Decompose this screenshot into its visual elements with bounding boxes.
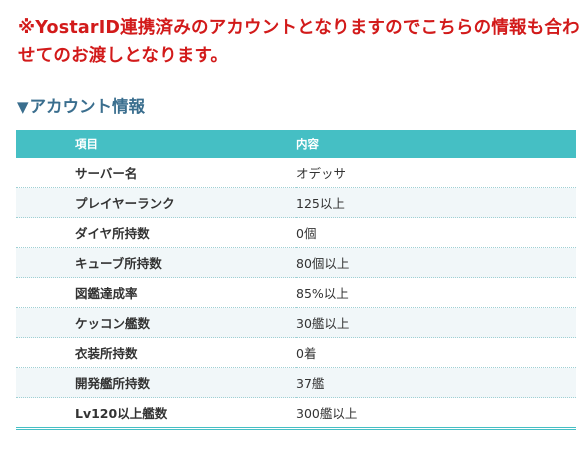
account-info-table: 項目 内容 サーバー名 オデッサ プレイヤーランク 125以上 ダイヤ所持数 0… — [16, 130, 576, 430]
table-row: ケッコン艦数 30艦以上 — [16, 307, 576, 338]
row-item-label: プレイヤーランク — [16, 187, 296, 218]
row-item-value: 125以上 — [296, 187, 576, 218]
table-header-row: 項目 内容 — [16, 130, 576, 158]
row-item-value: 300艦以上 — [296, 397, 576, 430]
table-row: 図鑑達成率 85%以上 — [16, 277, 576, 308]
row-item-value: 80個以上 — [296, 247, 576, 278]
row-item-label: 開発艦所持数 — [16, 367, 296, 398]
row-item-label: キューブ所持数 — [16, 247, 296, 278]
triangle-down-icon: ▼ — [17, 98, 29, 116]
row-item-value: 0着 — [296, 337, 576, 368]
row-item-label: Lv120以上艦数 — [16, 397, 296, 430]
section-heading: ▼アカウント情報 — [17, 96, 145, 118]
row-item-label: サーバー名 — [16, 158, 296, 188]
row-item-label: 衣装所持数 — [16, 337, 296, 368]
row-item-label: ケッコン艦数 — [16, 307, 296, 338]
table-row: キューブ所持数 80個以上 — [16, 247, 576, 278]
table-row: 衣装所持数 0着 — [16, 337, 576, 368]
row-item-label: ダイヤ所持数 — [16, 217, 296, 248]
row-item-value: 0個 — [296, 217, 576, 248]
row-item-value: 30艦以上 — [296, 307, 576, 338]
row-item-value: 37艦 — [296, 367, 576, 398]
section-title: アカウント情報 — [29, 97, 146, 116]
table-row: Lv120以上艦数 300艦以上 — [16, 397, 576, 430]
row-item-value: オデッサ — [296, 158, 576, 188]
notice-text: ※YostarID連携済みのアカウントとなりますのでこちらの情報も合わせてのお渡… — [18, 18, 580, 66]
column-header-content: 内容 — [296, 130, 576, 158]
table-row: サーバー名 オデッサ — [16, 158, 576, 188]
column-header-item: 項目 — [16, 130, 296, 158]
row-item-value: 85%以上 — [296, 277, 576, 308]
table-row: プレイヤーランク 125以上 — [16, 187, 576, 218]
row-item-label: 図鑑達成率 — [16, 277, 296, 308]
table-row: 開発艦所持数 37艦 — [16, 367, 576, 398]
table-row: ダイヤ所持数 0個 — [16, 217, 576, 248]
